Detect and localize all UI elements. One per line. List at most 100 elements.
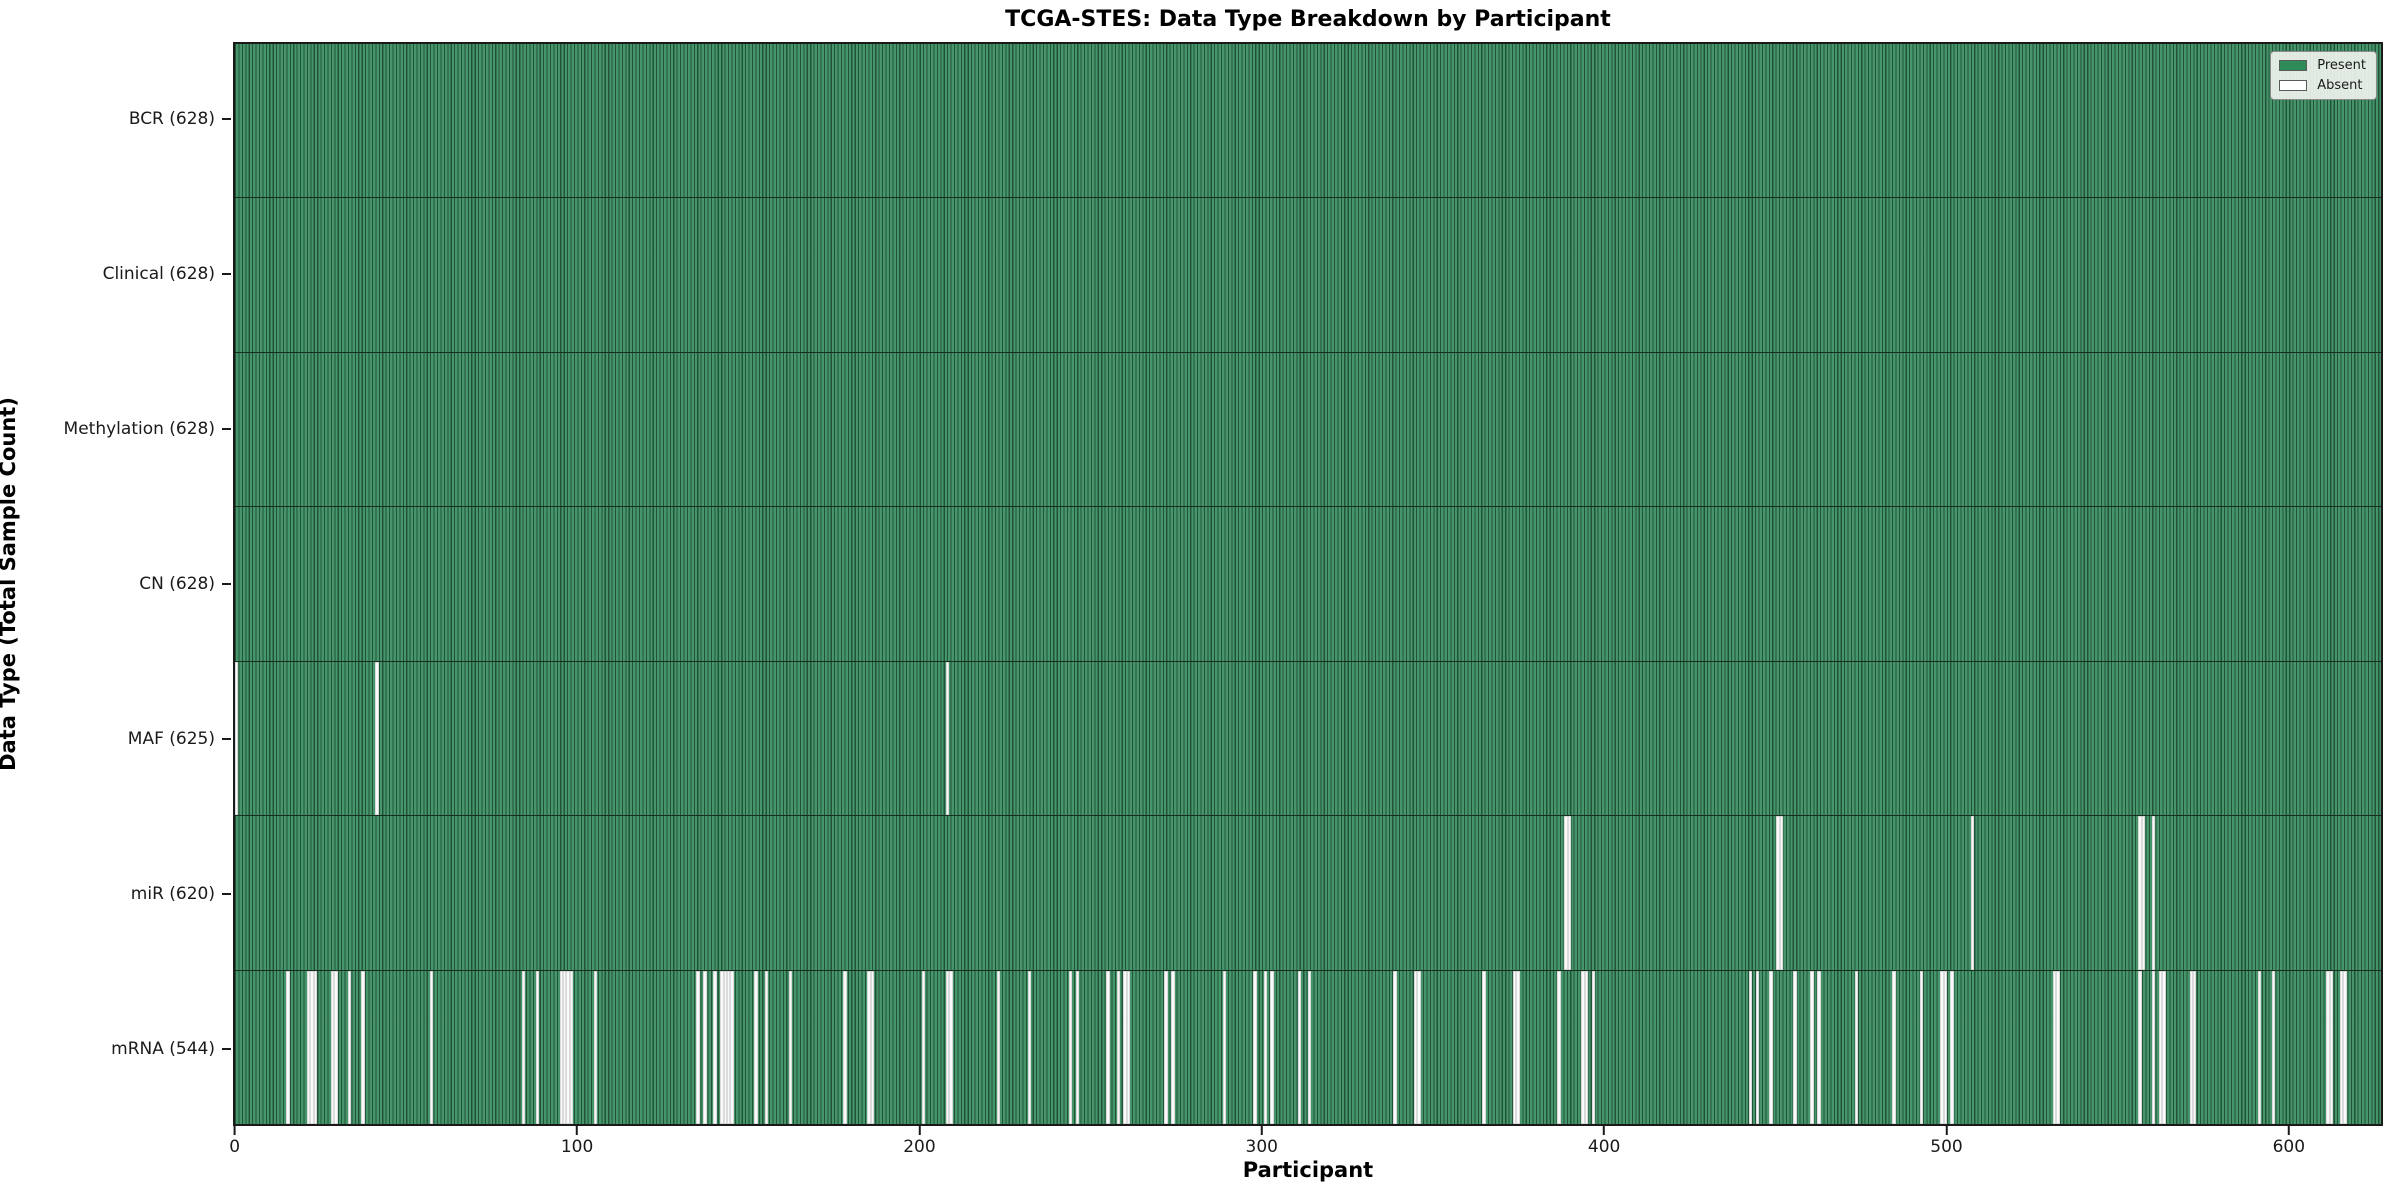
absent-mark: [1308, 970, 1312, 1124]
absent-mark: [997, 970, 1001, 1124]
absent-mark: [945, 970, 950, 1124]
absent-mark: [1123, 970, 1127, 1124]
ytick-label-mRNA: mRNA (544): [111, 1038, 215, 1059]
xtick-200: 200: [903, 1126, 936, 1157]
legend-item-absent: Absent: [2279, 78, 2366, 93]
absent-mark: [2158, 970, 2163, 1124]
absent-mark: [1970, 816, 1975, 970]
plot-area: Present Absent: [233, 42, 2383, 1126]
absent-mark: [1126, 970, 1131, 1124]
absent-mark: [1779, 816, 1783, 970]
ytick-label-CN: CN (628): [139, 574, 215, 594]
absent-mark: [286, 970, 290, 1124]
absent-mark: [1482, 970, 1486, 1124]
absent-mark: [1584, 970, 1589, 1124]
absent-mark: [1393, 970, 1397, 1124]
absent-mark: [1564, 816, 1568, 970]
xtick-mark: [1603, 1126, 1606, 1135]
xtick-label: 600: [2272, 1137, 2306, 1157]
absent-mark: [1748, 970, 1753, 1124]
absent-mark: [563, 970, 567, 1124]
absent-mark: [949, 970, 953, 1124]
legend-item-present: Present: [2279, 58, 2366, 73]
absent-mark: [1810, 970, 1814, 1124]
xtick-500: 500: [1930, 1126, 1963, 1157]
absent-mark: [1068, 970, 1073, 1124]
absent-mark: [522, 970, 526, 1124]
xtick-400: 400: [1588, 1126, 1620, 1157]
absent-mark: [1106, 970, 1110, 1124]
absent-mark: [1222, 970, 1226, 1124]
ytick-label-BCR: BCR (628): [128, 109, 215, 130]
absent-mark: [2138, 816, 2142, 970]
absent-mark: [764, 970, 769, 1124]
absent-mark: [593, 970, 598, 1124]
absent-mark: [1171, 970, 1175, 1124]
absent-mark: [2257, 970, 2262, 1124]
absent-mark: [921, 970, 926, 1124]
ytick-mark: [222, 273, 231, 276]
row-Clinical: [235, 198, 2381, 353]
absent-mark: [2052, 970, 2057, 1124]
chart-title: TCGA-STES: Data Type Breakdown by Partic…: [1005, 7, 1611, 32]
absent-mark: [788, 970, 792, 1124]
row-miR: [235, 816, 2381, 971]
absent-mark: [306, 970, 311, 1124]
absent-mark: [1940, 970, 1944, 1124]
xtick-300: 300: [1246, 1126, 1278, 1157]
xtick-label: 0: [229, 1137, 241, 1157]
row-mRNA: [235, 970, 2381, 1124]
absent-mark: [1817, 970, 1821, 1124]
xtick-600: 600: [2273, 1126, 2305, 1157]
absent-mark: [945, 661, 950, 816]
xtick-mark: [1945, 1126, 1948, 1135]
absent-mark: [1263, 970, 1267, 1124]
absent-mark: [1950, 970, 1954, 1124]
xtick-mark: [2287, 1126, 2290, 1135]
absent-mark: [1581, 970, 1585, 1124]
absent-mark: [1116, 970, 1121, 1124]
legend-swatch-present: [2279, 60, 2308, 71]
absent-mark: [1253, 970, 1257, 1124]
x-axis: 0 100 200 300 400 500 600: [229, 1126, 2383, 1172]
absent-mark: [347, 970, 352, 1124]
absent-mark: [310, 970, 314, 1124]
absent-mark: [1027, 970, 1032, 1124]
row-BCR: [235, 44, 2381, 199]
absent-mark: [1557, 970, 1561, 1124]
absent-mark: [559, 970, 564, 1124]
absent-mark: [1075, 970, 1080, 1124]
xtick-mark: [1260, 1126, 1263, 1135]
absent-mark: [1297, 970, 1302, 1124]
absent-mark: [1567, 816, 1572, 970]
legend: Present Absent: [2270, 51, 2377, 100]
absent-mark: [2152, 970, 2156, 1124]
absent-mark: [313, 970, 317, 1124]
ytick-mark: [222, 118, 231, 121]
xtick-mark: [918, 1126, 921, 1135]
absent-mark: [1270, 970, 1274, 1124]
absent-mark: [1516, 970, 1520, 1124]
row-MAF: [235, 661, 2381, 817]
absent-mark: [1513, 970, 1517, 1124]
absent-mark: [330, 970, 335, 1124]
absent-mark: [1755, 970, 1760, 1124]
ytick-mark: [222, 428, 231, 431]
absent-mark: [2162, 970, 2166, 1124]
ytick-mark: [222, 583, 231, 585]
absent-mark: [730, 970, 734, 1124]
absent-mark: [2138, 970, 2142, 1124]
absent-mark: [2056, 970, 2060, 1124]
row-Methylation: [235, 352, 2381, 508]
absent-mark: [696, 970, 700, 1124]
absent-mark: [1417, 970, 1421, 1124]
absent-mark: [535, 970, 540, 1124]
absent-mark: [2326, 970, 2330, 1124]
legend-swatch-absent: [2279, 80, 2308, 91]
y-axis-title: Data Type (Total Sample Count): [0, 397, 20, 771]
absent-mark: [375, 661, 379, 816]
absent-mark: [754, 970, 758, 1124]
absent-mark: [1919, 970, 1924, 1124]
absent-mark: [235, 661, 239, 816]
